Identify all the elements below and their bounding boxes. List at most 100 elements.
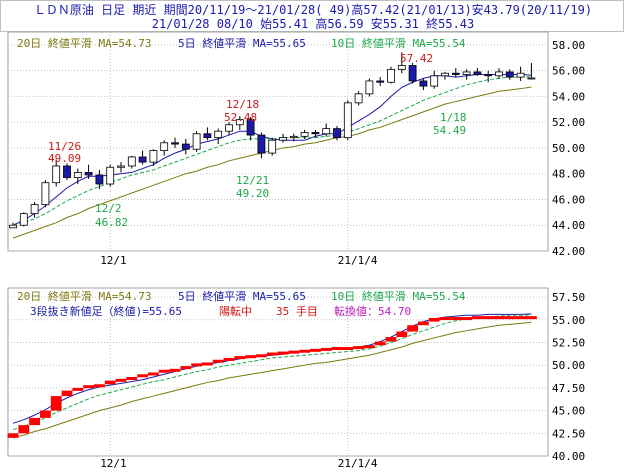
- kagi-brick: [234, 356, 246, 360]
- candle-body: [117, 165, 125, 168]
- bottom-plot: [7, 313, 537, 439]
- candle-body: [365, 80, 374, 95]
- kagi-brick: [364, 345, 375, 349]
- kagi-brick: [126, 376, 138, 380]
- top-grid: 58.00 56.00 54.00 52.00 50.00 48.00 46.00 44.00…: [8, 32, 585, 267]
- kagi-brick: [418, 321, 429, 326]
- candle-body: [73, 172, 82, 178]
- candle-body: [289, 135, 298, 139]
- top-legend-ma5: 5日 終値平滑 MA=55.65: [178, 36, 306, 50]
- kagi-brick: [526, 316, 537, 320]
- candle-body: [505, 71, 514, 78]
- kagi-brick: [396, 331, 408, 338]
- kagi-brick: [299, 349, 310, 353]
- candle-body: [462, 71, 471, 75]
- candle-body: [343, 102, 352, 139]
- top-x-tick-label: 21/1/4: [338, 254, 378, 267]
- candle-body: [246, 119, 255, 136]
- candle-body: [268, 139, 277, 154]
- kagi-brick: [310, 348, 321, 352]
- top-ma10-line: [12, 76, 532, 226]
- kagi-brick: [61, 390, 73, 397]
- candle-body: [95, 174, 104, 185]
- kagi-brick: [482, 316, 494, 320]
- header-bar: ＬＤＮ原油 日足 期近 期間20/11/19～21/01/28( 49)高57.…: [0, 0, 624, 32]
- candle-body: [235, 119, 244, 126]
- candle-body: [181, 143, 190, 150]
- bottom-ma10-line: [12, 314, 532, 431]
- candle-body: [279, 137, 287, 141]
- kagi-brick: [148, 372, 159, 376]
- kagi-reversal: 転換値：54.70: [334, 305, 411, 318]
- kagi-info: 3段抜き新値足（終値)=55.65: [30, 304, 182, 318]
- bottom-y-tick-label: 42.50: [552, 427, 585, 440]
- candle-body: [441, 72, 449, 77]
- top-legend-ma20: 20日 終値平滑 MA=54.73: [17, 36, 151, 50]
- kagi-brick: [266, 352, 278, 356]
- candle-body: [203, 133, 212, 139]
- candle-body: [30, 204, 39, 215]
- kagi-brick: [115, 378, 127, 382]
- kagi-brick: [137, 374, 148, 378]
- kagi-brick: [180, 366, 192, 370]
- kagi-brick: [450, 317, 462, 321]
- annotation-value: 52.48: [224, 111, 257, 124]
- kagi-brick: [277, 351, 289, 355]
- candle-body: [127, 156, 136, 167]
- kagi-brick: [158, 369, 170, 373]
- bottom-y-tick-label: 57.50: [552, 291, 585, 304]
- candle-body: [160, 142, 169, 151]
- candle-body: [257, 134, 266, 154]
- candle-body: [149, 150, 158, 163]
- kagi-brick: [353, 346, 364, 350]
- kagi-brick: [493, 316, 505, 320]
- bottom-ma20-line: [12, 321, 532, 439]
- bottom-y-tick-label: 52.50: [552, 336, 585, 349]
- top-y-tick-label: 48.00: [552, 168, 585, 181]
- candle-body: [214, 130, 223, 139]
- bottom-y-tick-label: 47.50: [552, 382, 585, 395]
- candle-body: [516, 72, 525, 78]
- kagi-brick: [374, 341, 386, 346]
- annotation-date: 1/18: [440, 111, 467, 124]
- kagi-brick: [18, 425, 30, 434]
- kagi-trend: 陽転中: [219, 305, 252, 318]
- kagi-brick: [288, 350, 300, 354]
- kagi-brick: [223, 357, 235, 361]
- top-y-tick-label: 44.00: [552, 219, 585, 232]
- kagi-brick: [7, 433, 19, 438]
- candle-body: [106, 166, 115, 185]
- candle-body: [408, 65, 417, 82]
- kagi-brick: [472, 316, 483, 320]
- candle-body: [387, 68, 395, 83]
- kagi-brick: [104, 380, 116, 385]
- candle-body: [138, 156, 147, 163]
- kagi-brick: [50, 396, 62, 411]
- kagi-brick: [40, 410, 51, 418]
- kagi-brick: [439, 317, 451, 321]
- candle-body: [311, 132, 320, 135]
- kagi-brick: [191, 363, 202, 367]
- kagi-brick: [504, 316, 516, 320]
- candle-body: [354, 93, 363, 104]
- kagi-brick: [385, 337, 397, 342]
- candle-body: [322, 128, 331, 135]
- annotation-value: 46.82: [95, 216, 128, 229]
- kagi-brick: [407, 325, 418, 332]
- top-y-tick-label: 56.00: [552, 65, 585, 78]
- bottom-x-tick-label: 12/1: [100, 457, 127, 470]
- bottom-grid: 57.50 55.00 52.50 50.00 47.50 45.00 42.50 40.00…: [8, 288, 585, 470]
- annotation-date: 12/18: [226, 98, 259, 111]
- candle-body: [495, 71, 503, 77]
- candle-body: [397, 65, 406, 70]
- top-chart-frame: [7, 31, 549, 252]
- kagi-brick: [202, 362, 213, 366]
- candle-body: [171, 142, 179, 145]
- candle-body: [225, 124, 233, 132]
- top-y-tick-label: 52.00: [552, 116, 585, 129]
- candle-body: [451, 72, 460, 75]
- kagi-brick: [461, 317, 472, 321]
- candle-body: [419, 80, 428, 87]
- kagi-brick: [72, 387, 84, 391]
